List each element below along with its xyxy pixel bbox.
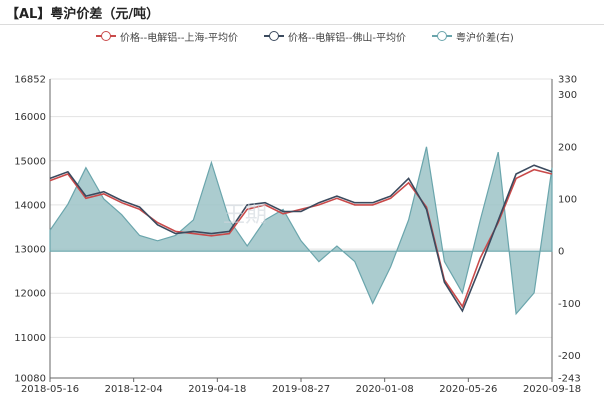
y-right-tick-label: 330 xyxy=(558,75,577,86)
y-right-tick-label: -100 xyxy=(558,299,581,310)
title-divider xyxy=(0,24,604,25)
legend-label: 价格--电解铝--上海-平均价 xyxy=(120,32,239,44)
legend-item-spread[interactable]: 粤沪价差(右) xyxy=(432,28,514,44)
x-tick-label: 2018-05-16 xyxy=(21,384,79,395)
y-left-tick-label: 16852 xyxy=(14,75,46,86)
legend-item-foshan[interactable]: 价格--电解铝--佛山-平均价 xyxy=(264,28,406,44)
y-left-tick-label: 10080 xyxy=(14,374,46,385)
y-right-tick-label: -200 xyxy=(558,351,581,362)
legend: 价格--电解铝--上海-平均价 价格--电解铝--佛山-平均价 粤沪价差(右) xyxy=(0,28,604,44)
foshan-price-line xyxy=(49,164,553,313)
title-bar: 【AL】粤沪价差（元/吨） xyxy=(0,0,604,24)
legend-marker-icon xyxy=(96,30,116,42)
watermark: 王期 xyxy=(223,203,267,228)
x-tick-label: 2018-12-04 xyxy=(105,384,163,395)
y-right-tick-label: 100 xyxy=(558,195,577,206)
chart-title: 【AL】粤沪价差（元/吨） xyxy=(6,7,160,22)
y-left-tick-label: 16000 xyxy=(14,112,46,123)
x-tick-label: 2019-04-18 xyxy=(188,384,246,395)
x-tick-label: 2020-05-26 xyxy=(439,384,497,395)
legend-marker-icon xyxy=(264,30,284,42)
spread-area xyxy=(49,146,553,316)
y-right-tick-label: -243 xyxy=(558,374,581,385)
x-tick-label: 2019-08-27 xyxy=(272,384,330,395)
legend-marker-icon xyxy=(432,30,452,42)
y-right-tick-label: 200 xyxy=(558,142,577,153)
y-left-tick-label: 15000 xyxy=(14,156,46,167)
y-right-tick-label: 0 xyxy=(558,247,564,258)
y-left-tick-label: 11000 xyxy=(14,333,46,344)
legend-label: 粤沪价差(右) xyxy=(456,32,514,44)
x-tick-label: 2020-01-08 xyxy=(356,384,414,395)
legend-label: 价格--电解铝--佛山-平均价 xyxy=(288,32,407,44)
y-right-tick-label: 300 xyxy=(558,90,577,101)
y-left-tick-label: 14000 xyxy=(14,200,46,211)
shanghai-price-line xyxy=(49,168,553,309)
y-left-tick-label: 13000 xyxy=(14,245,46,256)
y-left-tick-label: 12000 xyxy=(14,289,46,300)
legend-item-shanghai[interactable]: 价格--电解铝--上海-平均价 xyxy=(96,28,238,44)
x-tick-label: 2020-09-18 xyxy=(523,384,581,395)
